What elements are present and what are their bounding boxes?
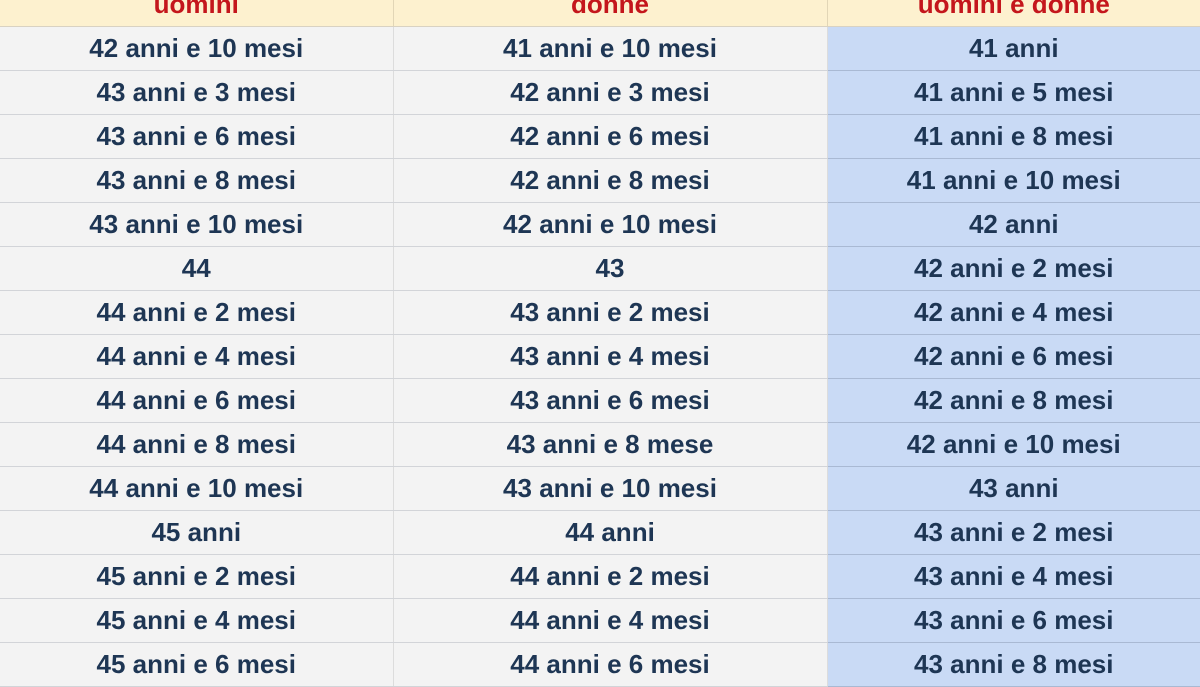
table-row: 44 anni e 6 mesi 43 anni e 6 mesi 42 anni … [0,378,1200,423]
header-donne: donne [393,0,828,27]
header-row: uomini donne uomini e donne [0,0,1200,27]
cell-donne: 42 anni e 10 mesi [393,202,828,247]
cell-uomini: 45 anni e 6 mesi [0,642,394,687]
cell-uomini: 44 [0,246,394,291]
cell-uomini-e-donne: 41 anni e 10 mesi [827,158,1200,203]
cell-donne: 42 anni e 8 mesi [393,158,828,203]
cell-uomini: 45 anni e 2 mesi [0,554,394,599]
table-row: 43 anni e 10 mesi 42 anni e 10 mesi 42 ann… [0,202,1200,247]
cell-donne: 42 anni e 6 mesi [393,114,828,159]
cell-uomini: 44 anni e 2 mesi [0,290,394,335]
cell-donne: 43 anni e 10 mesi [393,466,828,511]
cell-donne: 44 anni e 6 mesi [393,642,828,687]
cell-uomini: 45 anni e 4 mesi [0,598,394,643]
cell-uomini-e-donne: 41 anni e 5 mesi [827,70,1200,115]
cell-uomini: 44 anni e 4 mesi [0,334,394,379]
table-row: 44 43 42 anni e 2 mesi [0,246,1200,291]
cell-donne: 43 [393,246,828,291]
table-row: 45 anni 44 anni 43 anni e 2 mesi [0,510,1200,555]
table-body: 42 anni e 10 mesi 41 anni e 10 mesi 41 ann… [0,26,1200,687]
cell-uomini: 44 anni e 10 mesi [0,466,394,511]
cell-uomini: 42 anni e 10 mesi [0,26,394,71]
table-row: 44 anni e 2 mesi 43 anni e 2 mesi 42 anni … [0,290,1200,335]
cell-donne: 43 anni e 8 mese [393,422,828,467]
cell-uomini: 44 anni e 6 mesi [0,378,394,423]
cell-uomini-e-donne: 42 anni [827,202,1200,247]
cell-donne: 44 anni e 4 mesi [393,598,828,643]
table-row: 45 anni e 4 mesi 44 anni e 4 mesi 43 anni … [0,598,1200,643]
cell-donne: 44 anni [393,510,828,555]
table-row: 44 anni e 4 mesi 43 anni e 4 mesi 42 anni … [0,334,1200,379]
table-row: 43 anni e 8 mesi 42 anni e 8 mesi 41 anni … [0,158,1200,203]
cell-uomini-e-donne: 42 anni e 4 mesi [827,290,1200,335]
table-row: 42 anni e 10 mesi 41 anni e 10 mesi 41 ann… [0,26,1200,71]
cell-donne: 43 anni e 2 mesi [393,290,828,335]
table-row: 45 anni e 6 mesi 44 anni e 6 mesi 43 anni … [0,642,1200,687]
table-row: 43 anni e 3 mesi 42 anni e 3 mesi 41 anni … [0,70,1200,115]
cell-donne: 43 anni e 6 mesi [393,378,828,423]
cell-uomini: 43 anni e 8 mesi [0,158,394,203]
cell-donne: 42 anni e 3 mesi [393,70,828,115]
cell-uomini-e-donne: 42 anni e 6 mesi [827,334,1200,379]
cell-uomini-e-donne: 43 anni e 2 mesi [827,510,1200,555]
cell-uomini-e-donne: 43 anni e 4 mesi [827,554,1200,599]
table-row: 44 anni e 8 mesi 43 anni e 8 mese 42 anni … [0,422,1200,467]
cell-uomini-e-donne: 42 anni e 2 mesi [827,246,1200,291]
cell-uomini: 44 anni e 8 mesi [0,422,394,467]
cell-uomini-e-donne: 42 anni e 10 mesi [827,422,1200,467]
cell-uomini: 43 anni e 10 mesi [0,202,394,247]
cell-uomini-e-donne: 43 anni [827,466,1200,511]
header-uomini-e-donne: uomini e donne [827,0,1200,27]
header-uomini: uomini [0,0,394,27]
cell-uomini-e-donne: 43 anni e 6 mesi [827,598,1200,643]
cell-uomini-e-donne: 43 anni e 8 mesi [827,642,1200,687]
cell-uomini-e-donne: 41 anni [827,26,1200,71]
cell-donne: 44 anni e 2 mesi [393,554,828,599]
cell-donne: 43 anni e 4 mesi [393,334,828,379]
cell-uomini: 43 anni e 6 mesi [0,114,394,159]
cell-uomini-e-donne: 41 anni e 8 mesi [827,114,1200,159]
table-row: 43 anni e 6 mesi 42 anni e 6 mesi 41 anni … [0,114,1200,159]
cell-donne: 41 anni e 10 mesi [393,26,828,71]
cell-uomini: 43 anni e 3 mesi [0,70,394,115]
cell-uomini-e-donne: 42 anni e 8 mesi [827,378,1200,423]
cell-uomini: 45 anni [0,510,394,555]
table-row: 44 anni e 10 mesi 43 anni e 10 mesi 43 ann… [0,466,1200,511]
table-row: 45 anni e 2 mesi 44 anni e 2 mesi 43 anni … [0,554,1200,599]
